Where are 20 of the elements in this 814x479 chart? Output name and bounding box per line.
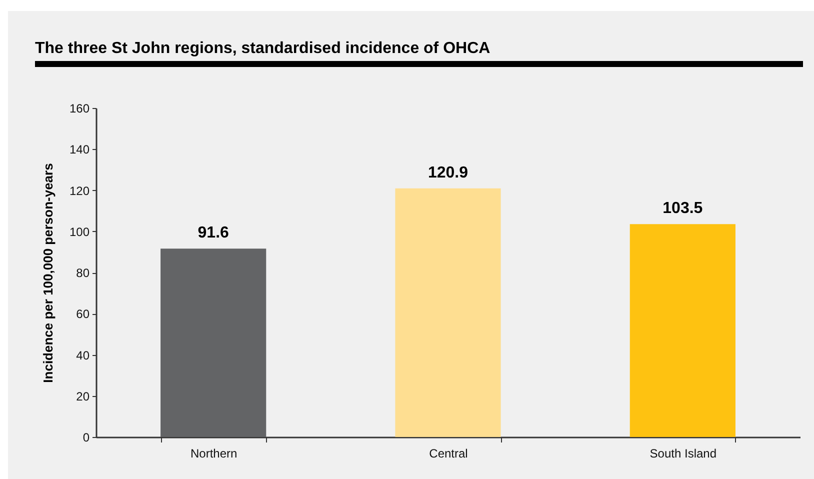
x-tick-label: South Island bbox=[650, 446, 717, 460]
data-label: 120.9 bbox=[428, 164, 468, 182]
y-axis-title: Incidence per 100,000 person-years bbox=[40, 163, 56, 383]
y-tick-label: 0 bbox=[82, 430, 90, 444]
bar bbox=[160, 248, 266, 437]
y-tick-label: 140 bbox=[69, 142, 90, 157]
y-tick-label: 60 bbox=[76, 307, 90, 322]
y-tick-label: 40 bbox=[76, 348, 90, 362]
y-tick-label: 100 bbox=[69, 224, 90, 239]
x-tick-label: Central bbox=[429, 446, 468, 460]
bar bbox=[395, 188, 501, 437]
y-tick-label: 120 bbox=[69, 184, 90, 198]
data-label: 91.6 bbox=[198, 224, 230, 242]
chart-title: The three St John regions, standardised incidence of OHCA bbox=[35, 40, 491, 57]
y-tick-label: 20 bbox=[76, 389, 90, 404]
x-tick-label: Northern bbox=[190, 446, 238, 460]
bar bbox=[630, 224, 736, 437]
y-tick-label: 160 bbox=[69, 102, 90, 116]
y-tick-label: 80 bbox=[76, 266, 90, 280]
data-label: 103.5 bbox=[662, 200, 703, 218]
